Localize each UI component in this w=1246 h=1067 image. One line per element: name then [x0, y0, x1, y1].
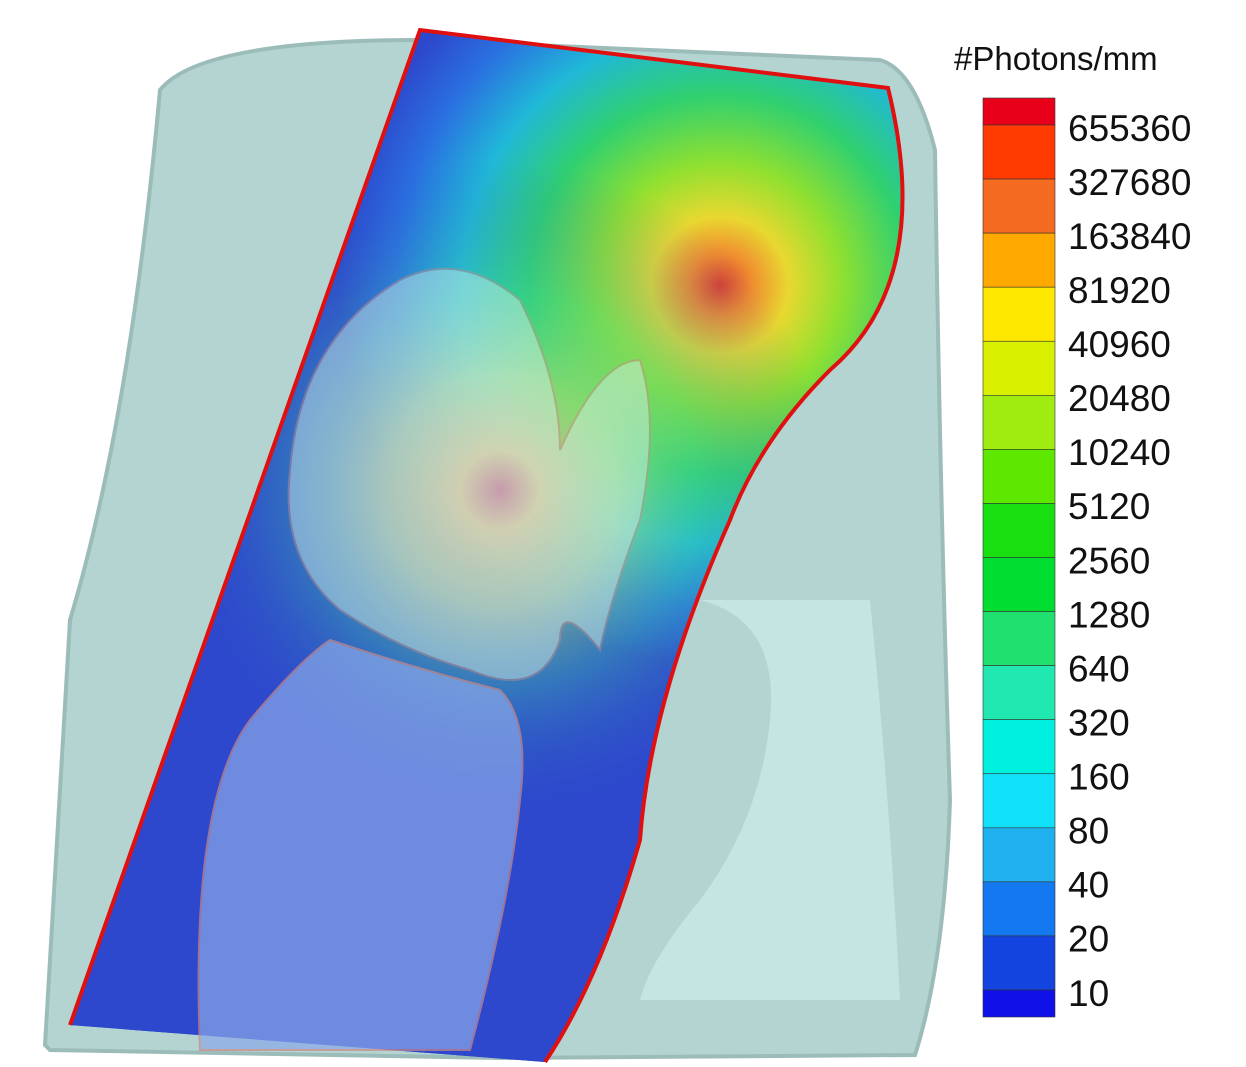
- color-band: [983, 179, 1055, 233]
- level-label: 81920: [1068, 270, 1171, 311]
- level-label: 655360: [1068, 108, 1191, 149]
- level-label: 640: [1068, 648, 1130, 689]
- color-band: [983, 233, 1055, 287]
- level-label: 320: [1068, 702, 1130, 743]
- color-band: [983, 612, 1055, 666]
- color-band: [983, 882, 1055, 936]
- colorbar-title: #Photons/mm: [954, 40, 1158, 77]
- color-band: [983, 395, 1055, 449]
- color-band: [983, 125, 1055, 179]
- colorbar: 655360 327680 163840 81920 40960 20480 10240 51…: [983, 98, 1191, 1017]
- level-label: 20480: [1068, 378, 1171, 419]
- color-band: [983, 720, 1055, 774]
- color-band: [983, 774, 1055, 828]
- level-label: 2560: [1068, 540, 1150, 581]
- figure: #Photons/mm 655360 327680 163840 81920 40960…: [0, 0, 1246, 1067]
- level-label: 40960: [1068, 324, 1171, 365]
- page: {"colorbar": {"title": "#Photons/mm", "l…: [0, 0, 1246, 1067]
- color-band: [983, 558, 1055, 612]
- level-label: 5120: [1068, 486, 1150, 527]
- level-label: 327680: [1068, 162, 1191, 203]
- color-band: [983, 341, 1055, 395]
- level-label: 80: [1068, 811, 1109, 852]
- color-band: [983, 449, 1055, 503]
- level-label: 40: [1068, 865, 1109, 906]
- level-label: 160: [1068, 757, 1130, 798]
- level-label: 10: [1068, 973, 1109, 1014]
- color-band: [983, 98, 1055, 125]
- color-band: [983, 990, 1055, 1017]
- color-band: [983, 828, 1055, 882]
- level-label: 20: [1068, 919, 1109, 960]
- level-label: 163840: [1068, 216, 1191, 257]
- color-band: [983, 287, 1055, 341]
- level-label: 10240: [1068, 432, 1171, 473]
- color-band: [983, 503, 1055, 557]
- color-band: [983, 666, 1055, 720]
- level-label: 1280: [1068, 594, 1150, 635]
- color-band: [983, 936, 1055, 990]
